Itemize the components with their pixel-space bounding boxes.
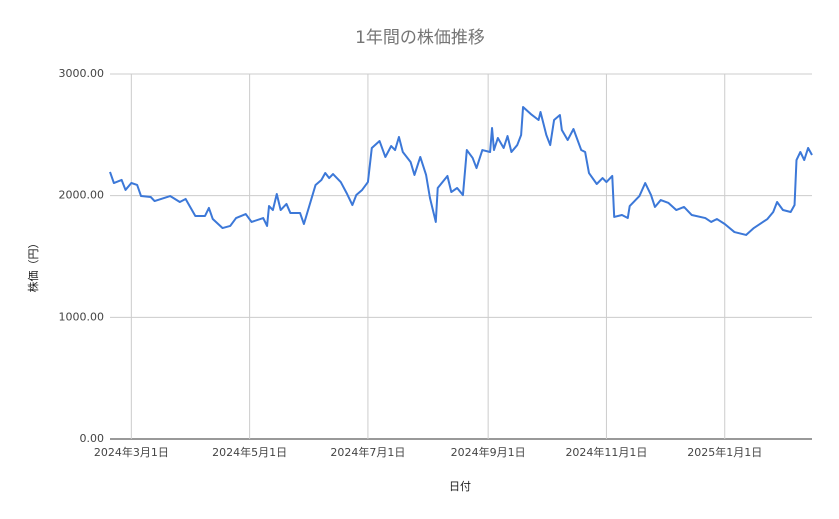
y-tick-label: 1000.00 bbox=[59, 310, 105, 323]
x-tick-label: 2024年9月1日 bbox=[451, 445, 526, 459]
x-tick-label: 2024年11月1日 bbox=[565, 445, 647, 459]
y-tick-label: 2000.00 bbox=[59, 189, 105, 202]
chart-title: 1年間の株価推移 bbox=[355, 28, 485, 48]
x-axis-title: 日付 bbox=[449, 480, 471, 493]
y-tick-label: 3000.00 bbox=[59, 67, 105, 80]
y-tick-label: 0.00 bbox=[80, 432, 105, 445]
price-line bbox=[109, 105, 813, 236]
y-axis-title: 株価（円） bbox=[26, 238, 40, 293]
x-tick-label: 2025年1月1日 bbox=[687, 445, 762, 459]
x-tick-label: 2024年7月1日 bbox=[330, 445, 405, 459]
x-tick-label: 2024年3月1日 bbox=[94, 445, 169, 459]
x-tick-label: 2024年5月1日 bbox=[212, 445, 287, 459]
